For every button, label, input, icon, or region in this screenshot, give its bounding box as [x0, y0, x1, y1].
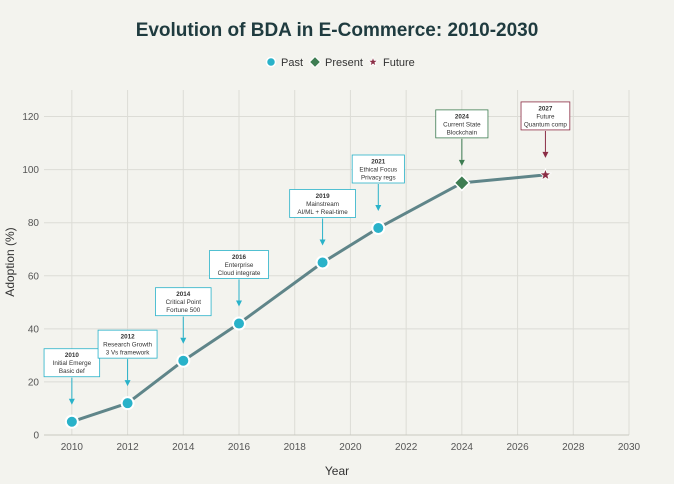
annotation-box [43, 348, 101, 378]
annotation-year: 2019 [316, 193, 331, 200]
grid [44, 90, 630, 436]
annotation-year: 2021 [371, 159, 386, 166]
annotation-text: AI/ML + Real-time [297, 209, 348, 216]
x-tick-label: 2018 [284, 442, 307, 453]
annotation-arrowhead [319, 239, 326, 246]
annotation-arrowhead [180, 337, 187, 344]
x-tick-label: 2026 [506, 442, 529, 453]
annotation-arrowhead [542, 151, 549, 158]
x-tick-label: 2022 [395, 442, 418, 453]
annotation-text: Critical Point [166, 299, 202, 306]
annotation-box [209, 250, 269, 279]
annotation-year: 2024 [455, 113, 470, 120]
annotation-box [520, 101, 571, 131]
data-point-2014 [176, 353, 191, 368]
series [64, 167, 553, 429]
y-tick-label: 100 [22, 165, 39, 176]
annotation-text: Initial Emerge [53, 360, 92, 367]
y-tick-label: 20 [28, 377, 40, 388]
data-point-2019 [315, 255, 330, 270]
annotation-box [97, 329, 158, 359]
annotation-arrowhead [375, 205, 382, 211]
data-point-2024 [453, 174, 471, 192]
annotation-text: Blockchain [447, 129, 478, 136]
legend-label-present: Present [325, 57, 363, 69]
axes: 0 20 40 60 80 100 120 2010 2012 2014 2016 2018 2020 2… [22, 112, 640, 453]
legend-marker-present [308, 55, 322, 69]
annotation-year: 2010 [65, 352, 80, 359]
legend-marker-future [367, 55, 379, 68]
data-point-2012 [120, 396, 135, 411]
legend-label-future: Future [383, 57, 415, 69]
y-axis-label: Adoption (%) [3, 227, 17, 296]
annotation-arrowhead [458, 159, 465, 166]
chart-title: Evolution of BDA in E-Commerce: 2010-203… [136, 20, 539, 41]
annotation-year: 2016 [232, 254, 247, 261]
annotation-text: Future [536, 113, 555, 120]
data-point-2016 [232, 316, 246, 331]
annotation-text: Basic def [59, 368, 85, 375]
y-tick-label: 40 [28, 324, 40, 335]
y-tick-label: 120 [22, 112, 39, 123]
x-tick-label: 2012 [116, 442, 139, 453]
x-tick-label: 2024 [451, 442, 474, 453]
y-tick-label: 80 [28, 218, 40, 229]
annotation-text: Research Growth [103, 342, 152, 349]
x-tick-label: 2028 [562, 442, 585, 453]
annotation-text: Enterprise [225, 262, 254, 269]
annotation-box [289, 189, 356, 218]
x-tick-label: 2010 [61, 442, 84, 453]
annotation-text: Mainstream [306, 201, 339, 208]
data-point-2021 [371, 221, 386, 235]
annotation-year: 2027 [538, 105, 553, 112]
data-point-2010 [64, 414, 79, 429]
x-tick-label: 2016 [228, 442, 251, 453]
annotation-text: 3 Vs framework [106, 350, 151, 357]
annotation-box [435, 109, 489, 139]
annotation-text: Quantum comp [524, 121, 568, 128]
annotation-text: Privacy regs [361, 175, 396, 182]
x-axis-label: Year [325, 464, 349, 478]
annotation-box [351, 154, 405, 184]
y-tick-label: 0 [33, 431, 39, 442]
annotation-arrowhead [236, 300, 242, 307]
annotation-text: Ethical Focus [359, 167, 397, 174]
x-tick-label: 2014 [172, 442, 195, 453]
annotation-year: 2012 [121, 334, 136, 341]
y-tick-label: 60 [28, 271, 40, 282]
annotation-year: 2014 [176, 291, 191, 298]
annotation-arrowhead [68, 398, 75, 405]
data-point-2027 [538, 167, 553, 181]
x-tick-label: 2030 [618, 442, 641, 453]
legend-label-past: Past [281, 57, 303, 69]
legend[interactable]: Past Present Future [265, 55, 415, 70]
legend-marker-past [265, 56, 277, 68]
x-tick-label: 2020 [339, 442, 362, 453]
annotation-arrowhead [124, 380, 131, 387]
annotation-text: Cloud integrate [218, 270, 261, 277]
series-line [71, 173, 546, 424]
annotation-box [155, 287, 212, 317]
annotation-text: Current State [443, 121, 481, 128]
annotation-text: Fortune 500 [166, 307, 200, 314]
